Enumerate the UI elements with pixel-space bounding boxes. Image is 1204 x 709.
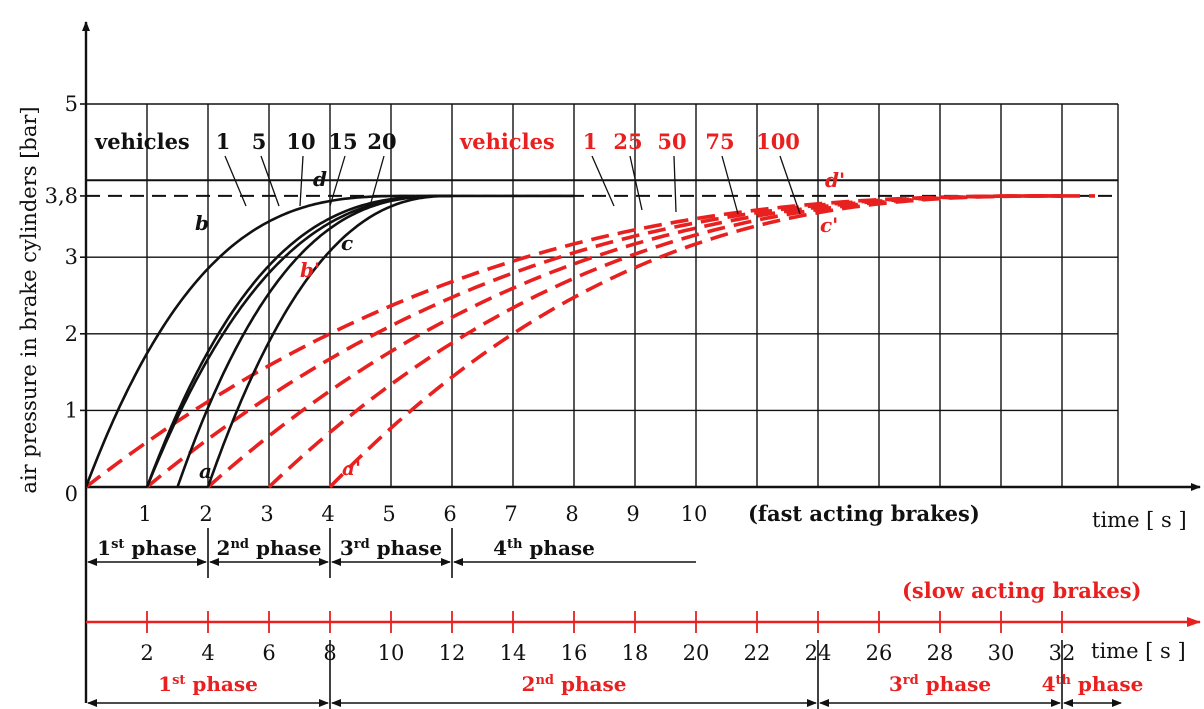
fast-point-label: a <box>199 459 212 483</box>
bottom-x-tick-label: 6 <box>262 641 275 665</box>
slow-curve-50 <box>206 194 1062 489</box>
slow-vehicle-number: 1 <box>583 129 598 154</box>
slow-leader-line <box>721 155 739 215</box>
bottom-x-tick-label: 22 <box>744 641 771 665</box>
bottom-x-tick-label: 12 <box>439 641 466 665</box>
y-tick-label: 5 <box>65 92 78 116</box>
fast-leader-line <box>224 155 247 207</box>
top-x-tick-label: 6 <box>443 502 456 526</box>
bottom-x-tick-label: 2 <box>140 641 153 665</box>
slow-point-label: c' <box>820 213 838 237</box>
top-x-tick-label: 5 <box>382 502 395 526</box>
bottom-x-tick-label: 4 <box>201 641 214 665</box>
top-x-tick-label: 1 <box>138 502 151 526</box>
top-x-tick-label: 9 <box>626 502 639 526</box>
slow-leader-line <box>629 155 643 211</box>
y-axis-label: air pressure in brake cylinders [bar] <box>17 106 41 493</box>
slow-point-label: a' <box>342 456 361 480</box>
top-phase-label: 4th phase <box>493 536 595 560</box>
slow-vehicle-number: 25 <box>613 129 642 154</box>
fast-leader-line <box>260 155 280 207</box>
fast-vehicle-number: 5 <box>252 129 267 154</box>
top-x-tick-label: 8 <box>565 502 578 526</box>
top-x-tick-label: 2 <box>199 502 212 526</box>
top-time-unit: time [ s ] <box>1092 508 1187 532</box>
top-x-tick-label: 7 <box>504 502 517 526</box>
fast-leader-line <box>299 155 304 207</box>
slow-curve-100 <box>328 194 1062 489</box>
fast-vehicle-number: 1 <box>216 129 231 154</box>
fast-curve-15 <box>176 194 452 488</box>
bottom-x-tick-label: 14 <box>500 641 527 665</box>
bottom-x-tick-label: 16 <box>561 641 588 665</box>
slow-vehicle-number: 75 <box>705 129 734 154</box>
fast-vehicle-number: 10 <box>286 129 315 154</box>
bottom-x-tick-label: 28 <box>927 641 954 665</box>
fast-point-label: c <box>341 231 353 255</box>
fast-vehicle-number: 15 <box>328 129 357 154</box>
top-phase-label: 3rd phase <box>340 536 442 560</box>
fast-vehicles-label: vehicles <box>94 129 190 154</box>
top-x-tick-label: 4 <box>321 502 334 526</box>
top-phase-label: 2nd phase <box>217 536 322 560</box>
bottom-phase-label: 3rd phase <box>889 672 991 696</box>
slow-curve-75 <box>267 194 1062 489</box>
y-tick-label: 3 <box>65 245 78 269</box>
slow-point-label: b' <box>300 258 320 282</box>
slow-leader-line <box>591 155 615 207</box>
slow-vehicles-label: vehicles <box>459 129 555 154</box>
slow-vehicle-number: 50 <box>657 129 686 154</box>
top-x-tick-label: 10 <box>681 502 708 526</box>
fast-leader-line <box>369 155 385 207</box>
bottom-x-tick-label: 10 <box>378 641 405 665</box>
y-tick-label: 0 <box>65 482 78 506</box>
slow-series <box>84 194 1095 489</box>
y-tick-label: 2 <box>65 322 78 346</box>
bottom-phase-label: 2nd phase <box>522 672 627 696</box>
bottom-x-tick-label: 26 <box>866 641 893 665</box>
top-x-tick-label: 3 <box>260 502 273 526</box>
slow-vehicle-number: 100 <box>756 129 800 154</box>
fast-point-label: d <box>313 167 327 191</box>
slow-leader-line <box>673 155 677 213</box>
y-tick-label: 3,8 <box>45 184 78 208</box>
bottom-phase-label: 1st phase <box>158 672 258 696</box>
bottom-phase-label: 4th phase <box>1042 672 1144 696</box>
y-tick-label: 1 <box>65 398 78 422</box>
bottom-x-tick-label: 30 <box>988 641 1015 665</box>
fast-curve-1 <box>84 194 416 488</box>
slow-acting-label: (slow acting brakes) <box>902 578 1142 603</box>
slow-curve-25 <box>145 194 1062 489</box>
bottom-time-unit: time [ s ] <box>1091 639 1186 663</box>
fast-point-label: b <box>195 211 209 235</box>
slow-leader-line <box>779 155 801 215</box>
slow-point-label: d' <box>825 168 845 192</box>
labels: air pressure in brake cylinders [bar] ve… <box>17 106 1187 663</box>
fast-curve-20 <box>206 194 452 488</box>
fast-series <box>84 194 574 488</box>
top-phase-label: 1st phase <box>97 536 197 560</box>
bottom-x-tick-label: 20 <box>683 641 710 665</box>
bottom-x-tick-label: 18 <box>622 641 649 665</box>
fast-leader-line <box>329 155 346 207</box>
plot-grid <box>86 103 1119 487</box>
fast-acting-label: (fast acting brakes) <box>748 501 980 526</box>
fast-vehicle-number: 20 <box>367 129 396 154</box>
